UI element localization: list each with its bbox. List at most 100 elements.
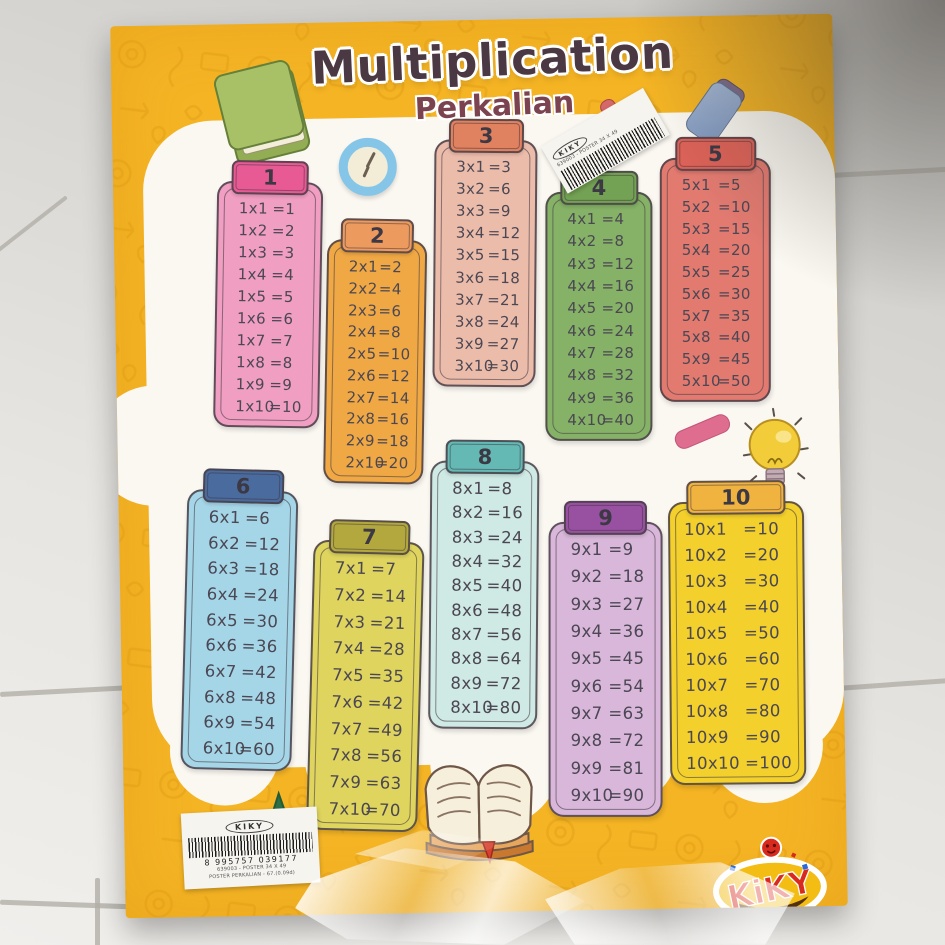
table-row: 10x5 =50: [679, 623, 795, 643]
result: =12: [377, 366, 411, 386]
table-row: 9x10 =90: [559, 786, 653, 805]
table-rows: 5x1 =5 5x2 =10 5x3 =15 5x4 =20 5x5 =25 5x6 =30 5x7 =3…: [670, 176, 761, 390]
expression: 9x7: [570, 703, 603, 723]
table-row: 7x1 =7: [323, 558, 414, 579]
expression: 2x2: [348, 279, 378, 298]
result: =60: [744, 649, 781, 669]
result: =63: [608, 703, 645, 723]
expression: 2x3: [347, 300, 378, 320]
table-row: 10x7 =70: [679, 675, 795, 695]
expression: 8x3: [451, 527, 484, 547]
expression: 6x6: [205, 635, 238, 656]
result: =6: [488, 179, 512, 199]
expression: 3x7: [455, 290, 485, 309]
expression: 8x4: [451, 551, 484, 571]
expression: 5x4: [681, 241, 711, 260]
expression: 5x6: [681, 284, 711, 303]
expression: 10x7: [685, 675, 729, 695]
expression: 10x9: [685, 727, 729, 747]
result: =15: [487, 246, 521, 265]
table-rows: 10x1 =10 10x2 =20 10x3 =30 10x4 =40 10x5 =50 10x6 =…: [678, 519, 796, 773]
result: =5: [270, 287, 294, 307]
expression: 4x5: [567, 299, 597, 318]
expression: 2x7: [346, 387, 376, 407]
expression: 8x8: [450, 648, 483, 669]
expression: 5x9: [681, 349, 711, 368]
table-row: 6x1 =6: [197, 507, 288, 528]
expression: 7x6: [331, 691, 364, 712]
table-number: 6: [235, 473, 251, 498]
table-row: 4x7 =28: [555, 344, 642, 362]
table-number-tab: 7: [328, 519, 411, 556]
table-row: 5x6 =30: [670, 285, 761, 303]
table-row: 5x3 =15: [670, 219, 761, 237]
table-card-10: 10 10x1 =10 10x2 =20 10x3 =30 10x4 =40 10x5 =50 10…: [667, 480, 807, 786]
result: =28: [601, 343, 635, 362]
result: =50: [718, 371, 751, 390]
expression: 10x5: [684, 623, 728, 643]
expression: 1x1: [238, 199, 269, 218]
result: =40: [601, 410, 635, 429]
table-card-4: 4 4x1 =4 4x2 =8 4x3 =12 4x4 =16 4x5 =20 4x6 =24 4x7 =…: [545, 170, 653, 441]
table-row: 4x2 =8: [555, 232, 642, 250]
table-row: 8x5 =40: [439, 576, 528, 596]
table-number-tab: 8: [445, 439, 525, 475]
result: =20: [743, 545, 780, 565]
table-row: 2x1 =2: [337, 257, 417, 276]
table-row: 2x4 =8: [336, 322, 416, 342]
result: =9: [608, 539, 634, 559]
table-row: 1x6 =6: [225, 309, 311, 328]
table-rows: 3x1 =3 3x2 =6 3x3 =9 3x4 =12 3x5 =15 3x6 =18 3x7 =21 3…: [442, 158, 527, 376]
expression: 6x1: [208, 507, 241, 528]
table-row: 3x8 =24: [443, 312, 526, 331]
table-row: 1x2 =2: [226, 221, 312, 240]
table-row: 5x4 =20: [670, 241, 761, 259]
expression: 2x5: [347, 344, 377, 363]
expression: 9x5: [570, 649, 603, 669]
expression: 10x1: [684, 519, 728, 539]
result: =10: [718, 197, 751, 216]
table-row: 9x3 =27: [559, 594, 653, 613]
expression: 3x8: [454, 312, 485, 331]
result: =24: [601, 321, 635, 340]
result: =20: [718, 241, 751, 260]
table-card-1: 1 1x1 =1 1x2 =2 1x3 =3 1x4 =4 1x5 =5 1x6 =6 1x7 =7 1x8…: [213, 160, 324, 429]
expression: 5x8: [681, 328, 711, 347]
table-row: 10x10 =100: [680, 753, 796, 773]
result: =40: [743, 597, 780, 617]
result: =27: [486, 334, 520, 354]
expression: 4x1: [567, 209, 597, 228]
expression: 6x7: [204, 661, 237, 682]
result: =1: [272, 199, 296, 219]
expression: 9x3: [570, 594, 603, 614]
table-row: 6x8 =48: [192, 687, 283, 708]
table-card-6: 6 6x1 =6 6x2 =12 6x3 =18 6x4 =24 6x5 =30 6x6 =36 6x7…: [180, 468, 299, 772]
table-row: 1x5 =5: [225, 287, 311, 306]
result: =10: [743, 519, 780, 539]
expression: 7x5: [331, 665, 365, 686]
result: =54: [608, 676, 645, 696]
expression: 6x8: [203, 686, 237, 707]
result: =24: [486, 312, 520, 331]
result: =9: [269, 375, 293, 395]
table-row: 3x5 =15: [443, 246, 526, 265]
table-row: 6x10 =60: [190, 738, 281, 759]
result: =18: [608, 567, 645, 587]
table-row: 10x4 =40: [679, 597, 795, 617]
result: =14: [370, 585, 407, 606]
result: =80: [485, 697, 522, 718]
table-row: 7x5 =35: [320, 665, 411, 686]
table-row: 2x9 =18: [334, 431, 414, 450]
result: =3: [488, 157, 512, 177]
expression: 3x6: [455, 268, 485, 287]
expression: 2x8: [346, 409, 376, 429]
tile-grout-line: [837, 678, 945, 691]
result: =15: [718, 219, 751, 238]
table-row: 3x10 =30: [442, 356, 525, 376]
table-row: 7x8 =56: [318, 745, 409, 766]
result: =18: [243, 559, 280, 580]
table-row: 1x1 =1: [227, 199, 313, 218]
expression: 7x9: [329, 772, 362, 793]
result: =50: [743, 623, 781, 643]
table-row: 4x8 =32: [555, 366, 642, 384]
